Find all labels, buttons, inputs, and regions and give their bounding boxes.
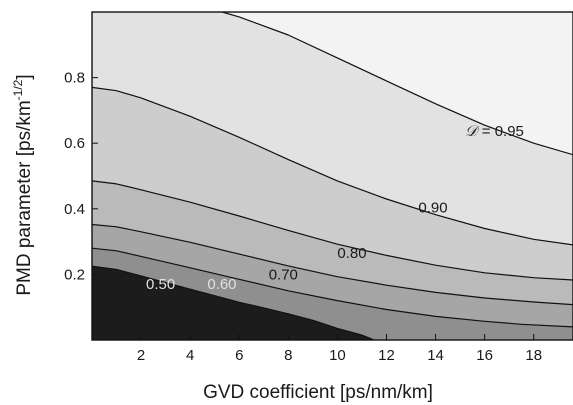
- x-tick-label: 4: [186, 347, 194, 364]
- contour-line-0.60: [91, 247, 573, 328]
- contour-line-0.70: [91, 223, 573, 306]
- y-tick-label: 0.8: [64, 70, 85, 87]
- svg-text:0.90: 0.90: [418, 200, 447, 217]
- contour-labels: 0.50 0.60 0.70 0.80 0.90 𝒟 = 0.95: [146, 122, 524, 293]
- y-tick-label: 0.4: [64, 201, 85, 218]
- x-tick-label: 8: [284, 347, 292, 364]
- y-axis-label-exponent: -1/2: [11, 79, 25, 100]
- y-tick-label: 0.6: [64, 135, 85, 152]
- contour-region-0.50: [92, 266, 375, 340]
- x-tick-label: 10: [329, 347, 346, 364]
- x-tick-label: 18: [525, 347, 542, 364]
- x-tick-label: 2: [137, 347, 145, 364]
- plot-frame: [91, 11, 573, 341]
- contour-line-0.80: [91, 180, 573, 281]
- x-tick-label: 12: [378, 347, 395, 364]
- svg-text:0.50: 0.50: [146, 276, 175, 293]
- contour-label-0.60: 0.60: [207, 276, 236, 293]
- y-axis-label: PMD parameter [ps/km-1/2]: [11, 74, 35, 295]
- contour-line-0.50: [91, 265, 375, 341]
- contour-lines: [91, 11, 573, 341]
- svg-text:0.70: 0.70: [269, 266, 298, 283]
- svg-text:0.80: 0.80: [337, 245, 366, 262]
- contour-label-0.95: 𝒟 = 0.95: [465, 122, 524, 140]
- svg-text:0.60: 0.60: [207, 276, 236, 293]
- x-axis-ticks: 2 4 6 8 10 12 14 16 18: [137, 334, 542, 364]
- contour-label-0.80: 0.80: [337, 245, 366, 262]
- svg-text:𝒟 = 0.95: 𝒟 = 0.95: [465, 122, 524, 140]
- y-axis-label-close: ]: [14, 74, 35, 79]
- contour-line-0.95: [221, 11, 573, 156]
- x-tick-label: 6: [235, 347, 243, 364]
- contour-label-0.70: 0.70: [269, 266, 298, 283]
- x-tick-label: 14: [427, 347, 444, 364]
- contour-fill-regions: [92, 12, 573, 341]
- y-axis-label-main: PMD parameter [ps/km: [14, 100, 35, 295]
- x-axis-label: GVD coefficient [ps/nm/km]: [203, 382, 433, 403]
- contour-label-0.90: 0.90: [418, 200, 447, 217]
- x-tick-label: 16: [476, 347, 493, 364]
- contour-line-0.90: [91, 86, 573, 246]
- y-tick-label: 0.2: [64, 266, 85, 283]
- contour-label-0.50: 0.50: [146, 276, 175, 293]
- y-axis-ticks: 0.2 0.4 0.6 0.8: [64, 70, 98, 283]
